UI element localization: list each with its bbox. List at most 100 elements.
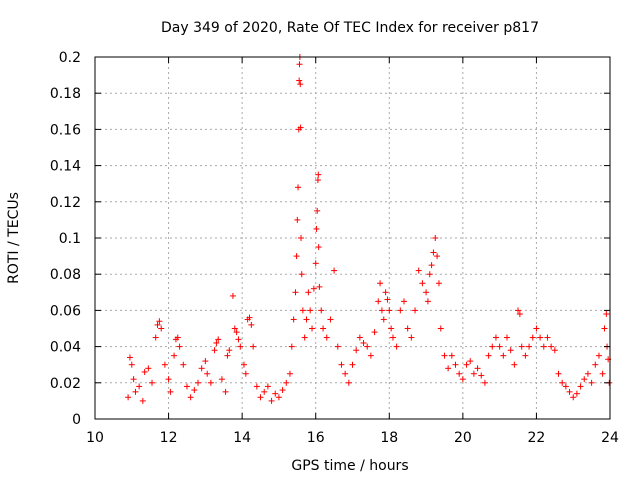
data-point — [261, 388, 268, 395]
data-point — [257, 394, 264, 401]
data-point — [345, 379, 352, 386]
x-tick-label: 20 — [454, 430, 472, 446]
data-point — [562, 383, 569, 390]
data-point — [435, 280, 442, 287]
data-point — [165, 376, 172, 383]
data-point — [180, 361, 187, 368]
data-point — [581, 376, 588, 383]
x-axis-label: GPS time / hours — [291, 458, 408, 474]
data-point — [204, 370, 211, 377]
data-point — [573, 390, 580, 397]
data-point — [295, 184, 302, 191]
y-tick-label: 0.08 — [50, 267, 81, 283]
data-point — [511, 361, 518, 368]
data-point — [380, 316, 387, 323]
data-point — [303, 316, 310, 323]
data-point — [397, 307, 404, 314]
data-point — [382, 289, 389, 296]
data-point — [242, 370, 249, 377]
y-tick-labels: 0 0.02 0.04 0.06 0.08 0.1 0.12 0.14 0.16 0.18 0.2 — [50, 50, 81, 428]
data-point — [202, 358, 209, 365]
data-point — [496, 343, 503, 350]
data-point — [515, 307, 522, 314]
data-point — [145, 365, 152, 372]
data-point — [559, 379, 566, 386]
data-points — [125, 54, 613, 404]
y-tick-label: 0.16 — [50, 122, 81, 138]
data-point — [316, 283, 323, 290]
data-point — [305, 289, 312, 296]
data-point — [529, 334, 536, 341]
data-point — [195, 379, 201, 386]
data-point — [371, 329, 378, 336]
data-point — [540, 343, 547, 350]
data-point — [389, 334, 396, 341]
y-tick-label: 0.2 — [59, 50, 81, 66]
data-point — [250, 343, 257, 350]
data-point — [323, 334, 330, 341]
data-point — [375, 298, 382, 305]
x-tick-label: 24 — [601, 430, 619, 446]
x-tick-label: 18 — [380, 430, 398, 446]
data-point — [334, 343, 341, 350]
data-point — [292, 289, 299, 296]
data-point — [500, 352, 507, 359]
data-point — [504, 334, 510, 341]
data-point — [360, 339, 367, 346]
data-point — [577, 383, 584, 390]
x-tick-label: 22 — [528, 430, 546, 446]
data-point — [141, 368, 148, 375]
data-point — [240, 361, 247, 368]
data-point — [130, 376, 137, 383]
data-point — [353, 347, 360, 354]
data-point — [235, 336, 242, 343]
data-point — [452, 361, 459, 368]
data-point — [566, 388, 573, 395]
data-point — [551, 347, 558, 354]
data-point — [218, 376, 225, 383]
data-point — [283, 379, 290, 386]
data-point — [314, 177, 321, 184]
data-point — [310, 285, 317, 292]
data-point — [434, 253, 441, 260]
data-point — [518, 343, 525, 350]
data-point — [253, 383, 260, 390]
data-point — [424, 298, 431, 305]
data-point — [386, 307, 393, 314]
data-point — [338, 361, 345, 368]
data-point — [198, 365, 205, 372]
data-point — [356, 334, 363, 341]
data-point — [415, 267, 422, 274]
data-point — [315, 171, 322, 178]
data-point — [485, 352, 492, 359]
data-point — [445, 365, 452, 372]
data-point — [154, 321, 161, 328]
data-point — [463, 361, 470, 368]
data-point — [215, 336, 222, 343]
data-point — [312, 260, 319, 267]
data-point — [161, 361, 168, 368]
data-point — [592, 361, 599, 368]
data-point — [388, 325, 395, 332]
data-point — [264, 383, 271, 390]
data-point — [246, 314, 253, 321]
data-point — [128, 361, 135, 368]
x-tick-label: 12 — [160, 430, 178, 446]
data-point — [171, 352, 178, 359]
data-point — [226, 347, 233, 354]
data-point — [584, 370, 591, 377]
data-point — [224, 352, 231, 359]
y-tick-label: 0.04 — [50, 340, 81, 356]
data-point — [489, 343, 496, 350]
data-point — [222, 388, 229, 395]
data-point — [318, 307, 325, 314]
x-tick-labels: 10 12 14 16 18 20 22 24 — [86, 430, 619, 446]
data-point — [426, 271, 433, 278]
data-point — [537, 334, 544, 341]
data-point — [296, 77, 303, 84]
x-tick-label: 14 — [233, 430, 251, 446]
data-point — [448, 352, 455, 359]
data-point — [595, 352, 602, 359]
data-point — [275, 394, 282, 401]
